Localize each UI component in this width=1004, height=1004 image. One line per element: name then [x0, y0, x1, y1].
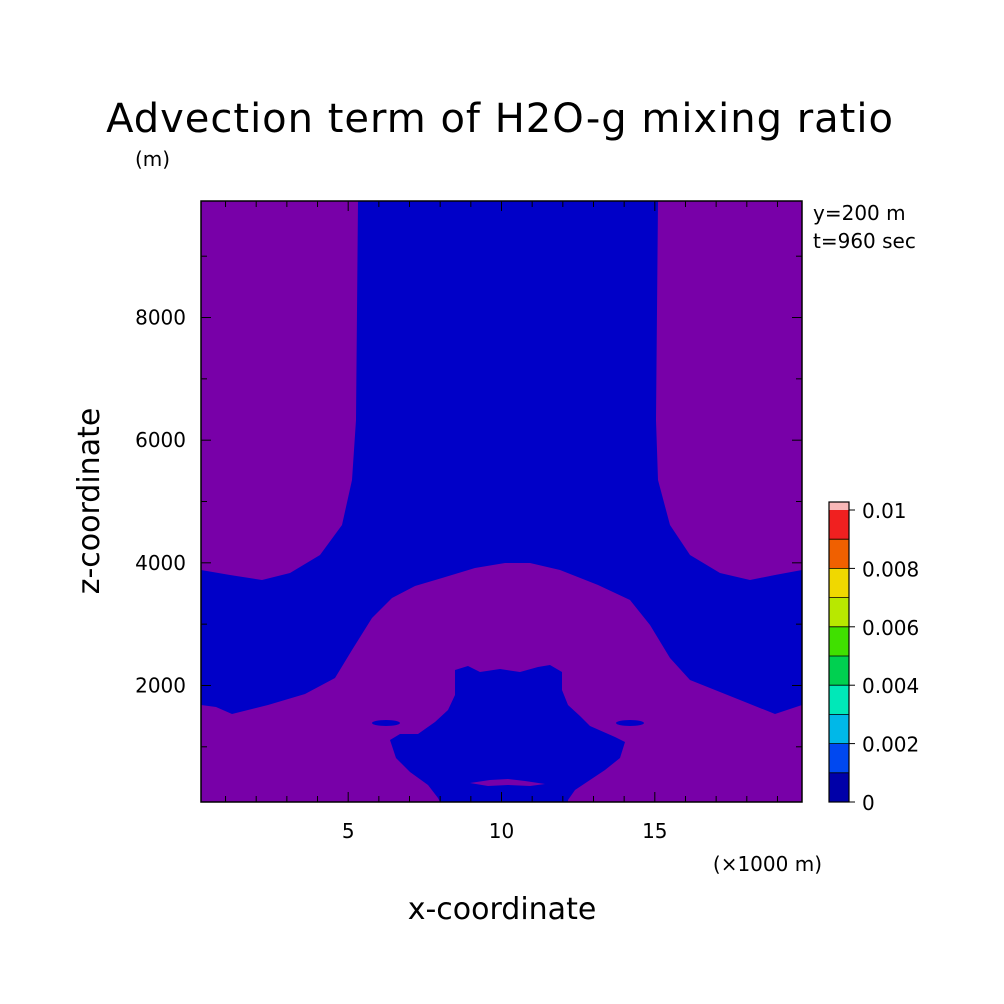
- colorbar-label: 0.004: [862, 674, 919, 698]
- colorbar-band: [829, 597, 849, 627]
- y-tick-label: 4000: [135, 551, 186, 575]
- x-tick-label: 10: [489, 819, 514, 843]
- x-axis-label: x-coordinate: [408, 892, 597, 927]
- contour-island-right: [616, 720, 644, 726]
- info-line-t: t=960 sec: [813, 229, 916, 253]
- colorbar-band: [829, 743, 849, 773]
- colorbar-label: 0.006: [862, 616, 919, 640]
- colorbar-band: [829, 772, 849, 802]
- colorbar-label: 0.01: [862, 499, 907, 523]
- x-tick-label: 5: [342, 819, 355, 843]
- colorbar-band: [829, 656, 849, 686]
- y-tick-group: 2000 4000 6000 8000: [135, 255, 802, 748]
- colorbar: 0 0.002 0.004 0.006 0.008 0.01: [828, 499, 919, 815]
- y-axis-label: z-coordinate: [72, 408, 107, 595]
- y-tick-label: 6000: [135, 428, 186, 452]
- chart-title: Advection term of H2O-g mixing ratio: [106, 96, 894, 142]
- colorbar-frame: [828, 501, 850, 803]
- contour-island-left: [372, 720, 400, 726]
- colorbar-overflow-band: [829, 502, 849, 510]
- colorbar-label: 0.002: [862, 733, 919, 757]
- contour-island-bottom: [470, 779, 545, 786]
- colorbar-label: 0.008: [862, 557, 919, 581]
- x-unit-label: (×1000 m): [713, 852, 822, 876]
- y-tick-label: 2000: [135, 673, 186, 697]
- colorbar-band: [829, 510, 849, 540]
- plot-area: 5 10 15 2000 4000 6000 8000: [135, 200, 803, 843]
- x-tick-label: 15: [642, 819, 667, 843]
- colorbar-band: [829, 685, 849, 715]
- info-line-y: y=200 m: [813, 201, 906, 225]
- colorbar-band: [829, 626, 849, 656]
- colorbar-band: [829, 714, 849, 744]
- contour-region-positive-upper: [201, 201, 802, 714]
- x-tick-group: 5 10 15: [225, 201, 778, 843]
- colorbar-band: [829, 568, 849, 598]
- contour-region-positive-lower: [390, 665, 625, 802]
- colorbar-label: 0: [862, 791, 875, 815]
- colorbar-band: [829, 539, 849, 569]
- y-tick-label: 8000: [135, 306, 186, 330]
- y-unit-label: (m): [135, 147, 170, 171]
